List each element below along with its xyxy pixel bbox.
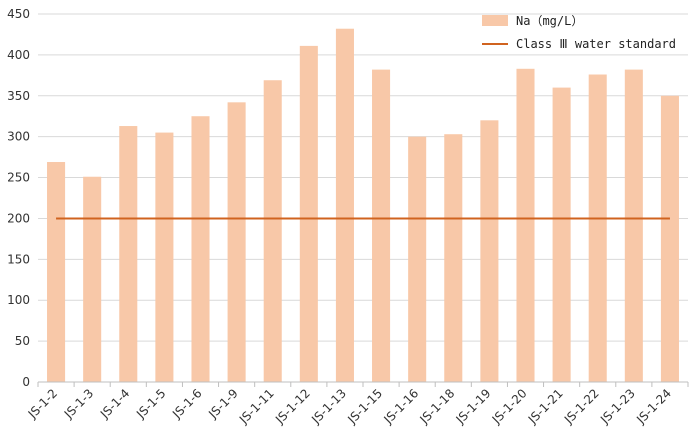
bar — [191, 116, 210, 382]
bar — [263, 80, 282, 383]
x-tick-label: JS-1-3 — [61, 386, 96, 421]
x-tick-label: JS-1-16 — [380, 386, 421, 427]
bar — [155, 132, 174, 382]
bar — [119, 126, 138, 382]
x-tick-label: JS-1-20 — [489, 386, 530, 427]
bar — [47, 162, 66, 382]
bar — [83, 176, 102, 382]
y-tick-label: 50 — [15, 334, 30, 348]
x-tick-label: JS-1-4 — [97, 386, 132, 421]
legend-label-standard: Class Ⅲ water standard — [516, 37, 676, 51]
y-tick-label: 200 — [7, 211, 30, 225]
x-tick-label: JS-1-21 — [525, 386, 566, 427]
y-tick-label: 300 — [7, 130, 30, 144]
x-tick-label: JS-1-18 — [417, 386, 458, 427]
bar — [552, 87, 571, 382]
y-tick-label: 250 — [7, 171, 30, 185]
legend-swatch-na — [482, 15, 508, 26]
x-tick-label: JS-1-5 — [133, 386, 168, 421]
bar — [480, 120, 499, 383]
y-tick-label: 150 — [7, 252, 30, 266]
bar-series — [47, 28, 679, 383]
legend-label-na: Na（mg/L） — [516, 14, 583, 28]
x-tick-label: JS-1-9 — [205, 386, 240, 421]
y-tick-label: 400 — [7, 48, 30, 62]
bar — [444, 134, 463, 382]
bar — [660, 95, 679, 383]
bar — [299, 45, 318, 382]
bar — [372, 69, 391, 382]
y-tick-label: 450 — [7, 7, 30, 21]
x-tick-label: JS-1-22 — [561, 386, 602, 427]
y-tick-label: 0 — [22, 375, 30, 389]
x-tick-label: JS-1-6 — [169, 386, 204, 421]
bar — [516, 68, 535, 383]
x-tick-label: JS-1-11 — [236, 386, 277, 427]
bar — [227, 102, 246, 382]
x-tick-label: JS-1-15 — [344, 386, 385, 427]
bar — [408, 136, 427, 382]
x-tick-label: JS-1-23 — [597, 386, 638, 427]
bar — [624, 69, 643, 382]
bar — [588, 74, 607, 382]
x-tick-label: JS-1-13 — [308, 386, 349, 427]
legend: Na（mg/L） Class Ⅲ water standard — [482, 14, 676, 51]
x-tick-label: JS-1-12 — [272, 386, 313, 427]
x-tick-label: JS-1-19 — [453, 386, 494, 427]
x-tick-label: JS-1-24 — [633, 386, 674, 427]
y-tick-label: 350 — [7, 89, 30, 103]
y-tick-label: 100 — [7, 293, 30, 307]
x-tick-label: JS-1-2 — [25, 386, 60, 421]
bar — [335, 28, 354, 382]
